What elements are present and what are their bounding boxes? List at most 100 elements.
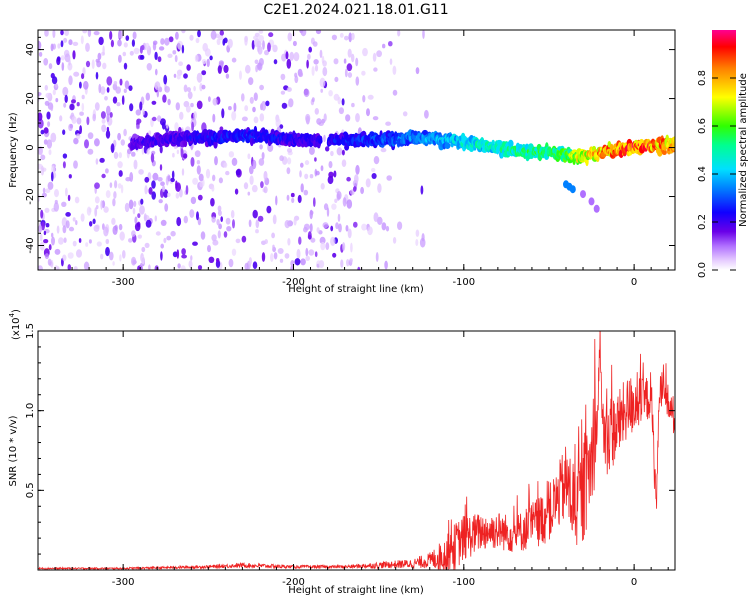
snr-frame [37,330,676,571]
noise-speck [63,37,68,43]
noise-speck [252,209,258,219]
noise-speck [69,123,74,129]
noise-speck [145,219,152,228]
noise-speck [132,31,137,40]
noise-speck [44,253,50,260]
ridge-cell [422,129,428,136]
snr-multiplier-exp: 4 [8,312,16,317]
noise-speck [422,30,425,39]
ridge-cell [317,143,321,149]
noise-speck [194,150,201,158]
noise-speck [105,129,111,139]
noise-speck [309,174,314,179]
noise-speck [223,64,229,74]
noise-speck [253,92,258,101]
noise-speck [286,58,292,69]
noise-speck [167,53,173,58]
spectrogram-y-label: Frequency (Hz) [8,112,19,188]
noise-speck [294,258,301,266]
noise-speck [361,70,366,76]
noise-speck [52,30,56,38]
noise-speck [118,30,124,39]
noise-speck [40,129,45,135]
noise-speck [163,74,168,85]
noise-speck [272,44,278,53]
noise-speck [180,147,184,158]
noise-speck [273,59,278,65]
noise-speck [118,54,122,63]
ridge-cell [353,140,357,148]
noise-speck [281,53,287,62]
noise-speck [293,52,300,62]
noise-speck [179,111,184,120]
noise-speck [284,220,291,229]
noise-speck [73,137,79,145]
ridge-cell [508,139,514,148]
noise-speck [314,157,317,162]
noise-speck [197,194,203,201]
ridge-cell [444,142,451,149]
noise-speck [330,150,334,157]
noise-speck [144,242,150,248]
noise-speck [262,40,265,50]
noise-speck [181,44,185,54]
noise-speck [192,241,198,246]
noise-speck [113,81,118,85]
noise-speck [51,232,54,238]
noise-speck [300,162,304,168]
noise-speck [319,236,326,244]
noise-speck [151,191,156,200]
noise-speck [175,102,180,111]
noise-speck [328,161,333,169]
ridge-cell [569,185,576,194]
noise-speck [212,239,219,246]
noise-speck [173,73,177,78]
noise-speck [181,30,186,34]
noise-speck [160,251,163,261]
y-tick-label: 20 [25,92,36,105]
noise-speck [57,266,60,270]
noise-speck [325,146,330,152]
noise-speck [248,219,252,228]
noise-speck [304,173,309,180]
noise-speck [342,242,346,251]
noise-speck [239,70,242,80]
noise-speck [311,66,315,76]
noise-speck [116,102,121,107]
noise-speck [261,100,267,111]
noise-speck [311,97,315,103]
noise-speck [52,89,56,96]
noise-speck [43,230,47,236]
noise-speck [227,38,233,49]
noise-speck [170,230,176,237]
noise-speck [241,116,248,122]
noise-speck [206,58,210,68]
noise-speck [43,127,49,134]
noise-speck [377,183,382,194]
noise-speck [331,203,337,210]
noise-speck [81,73,85,80]
noise-speck [343,58,347,64]
noise-speck [201,58,207,65]
noise-speck [193,111,198,120]
noise-speck [210,197,215,207]
noise-speck [381,222,387,231]
noise-speck [190,196,197,205]
noise-speck [258,35,264,42]
noise-speck [113,191,117,199]
noise-speck [199,180,203,188]
noise-speck [68,174,72,179]
noise-speck [188,260,193,269]
noise-speck [151,116,157,122]
noise-speck [157,177,163,182]
noise-speck [361,223,367,231]
noise-speck [106,76,113,86]
noise-speck [341,149,345,156]
noise-speck [249,165,254,175]
noise-speck [172,251,178,258]
noise-speck [100,111,106,119]
noise-speck [105,238,110,245]
noise-speck [63,102,67,108]
noise-speck [47,258,52,266]
noise-speck [248,77,254,86]
